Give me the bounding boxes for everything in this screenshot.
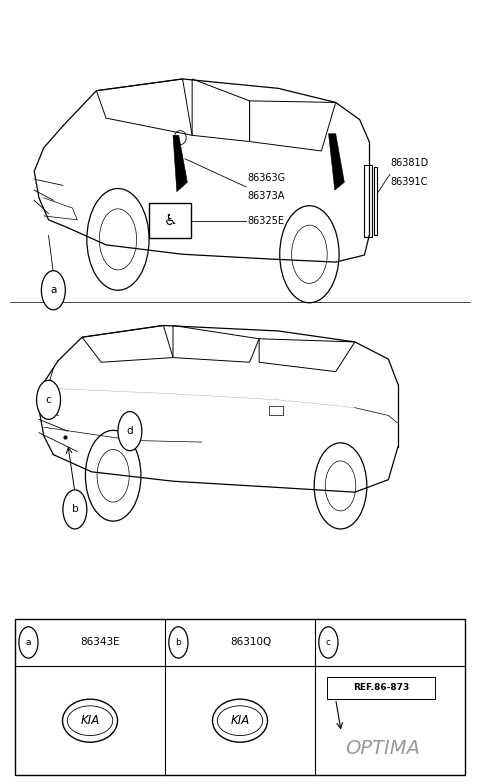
Text: 86343E: 86343E xyxy=(81,637,120,648)
Circle shape xyxy=(41,270,65,310)
Ellipse shape xyxy=(213,699,267,742)
Text: 86373A: 86373A xyxy=(247,191,285,201)
Bar xyxy=(327,677,435,699)
Polygon shape xyxy=(328,134,344,190)
Text: c: c xyxy=(46,395,51,405)
Text: KIA: KIA xyxy=(81,714,100,728)
Bar xyxy=(269,406,283,416)
Text: 86363G: 86363G xyxy=(247,172,285,183)
Circle shape xyxy=(118,412,142,451)
Text: c: c xyxy=(326,638,331,647)
Text: 86325E: 86325E xyxy=(247,216,284,227)
Text: b: b xyxy=(72,504,78,514)
Circle shape xyxy=(19,626,38,658)
Text: a: a xyxy=(50,285,57,296)
Text: 86381D: 86381D xyxy=(391,158,429,169)
Circle shape xyxy=(319,626,338,658)
Text: KIA: KIA xyxy=(230,714,250,728)
Bar xyxy=(149,203,191,238)
Circle shape xyxy=(63,490,87,529)
Bar xyxy=(15,619,465,775)
Text: 86391C: 86391C xyxy=(391,177,428,187)
Circle shape xyxy=(36,380,60,419)
Text: 86310Q: 86310Q xyxy=(230,637,271,648)
Circle shape xyxy=(169,626,188,658)
Polygon shape xyxy=(173,136,187,191)
Text: ♿: ♿ xyxy=(163,213,177,228)
Text: OPTIMA: OPTIMA xyxy=(345,739,420,757)
Ellipse shape xyxy=(62,699,118,742)
Text: d: d xyxy=(127,426,133,436)
Text: b: b xyxy=(176,638,181,647)
Text: a: a xyxy=(26,638,31,647)
Text: REF.86-873: REF.86-873 xyxy=(353,684,409,692)
